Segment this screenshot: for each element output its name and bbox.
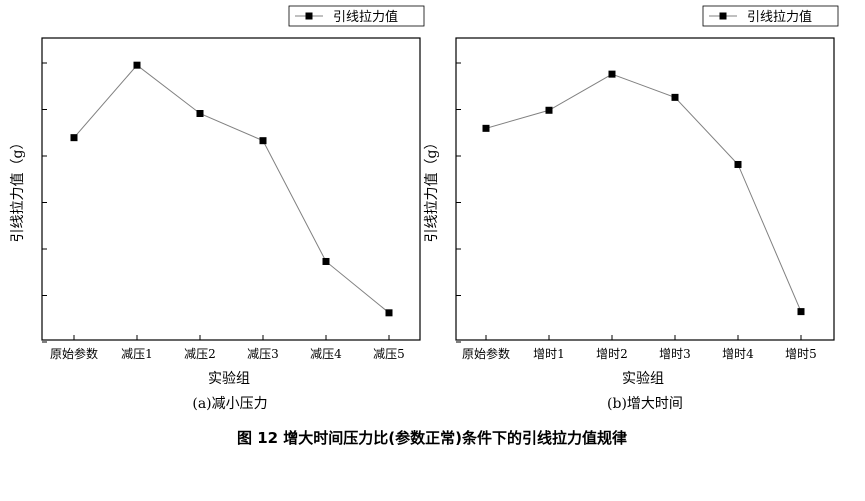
y-axis-label: 引线拉力值（g）	[10, 136, 26, 243]
legend-box	[702, 5, 839, 27]
legend-box	[288, 5, 425, 27]
y-axis-ticks	[42, 62, 47, 343]
series-line	[485, 73, 802, 312]
x-axis-label: 实验组	[622, 371, 664, 387]
plot-frame	[455, 37, 835, 341]
plot-frame	[41, 37, 421, 341]
x-tick-label: 减压2	[184, 347, 216, 361]
x-tick-label: 减压3	[247, 347, 279, 361]
data-point	[545, 106, 553, 114]
series-line	[73, 64, 390, 314]
data-point	[385, 309, 393, 317]
legend-marker	[719, 12, 727, 20]
x-tick-label: 减压5	[373, 347, 405, 361]
legend-label: 引线拉力值	[747, 9, 812, 25]
x-tick-label: 增时1	[533, 347, 565, 361]
x-tick-label: 增时3	[659, 347, 691, 361]
legend-marker	[305, 12, 313, 20]
x-axis-label: 实验组	[208, 371, 250, 387]
data-point	[133, 61, 141, 69]
chart-a: 原始参数 减压1 减压2 减压3 减压4 减压5 实验组 引线拉力值（g） (a)减小压力 引线拉…	[10, 5, 425, 412]
data-point	[70, 134, 78, 142]
chart-b: 原始参数 增时1 增时2 增时3 增时4 增时5 实验组 引线拉力值（g） (b)增大时间 引线拉…	[424, 5, 839, 412]
legend: 引线拉力值	[702, 5, 839, 27]
x-tick-label: 原始参数	[50, 346, 98, 361]
x-tick-label: 减压1	[121, 347, 153, 361]
legend-label: 引线拉力值	[333, 9, 398, 25]
data-point	[322, 257, 330, 265]
data-point	[671, 93, 679, 101]
x-tick-label: 原始参数	[462, 346, 510, 361]
figure-caption: 图 12 增大时间压力比(参数正常)条件下的引线拉力值规律	[237, 429, 627, 447]
data-point	[259, 137, 267, 145]
x-tick-label: 减压4	[310, 347, 342, 361]
data-point	[797, 308, 805, 316]
subcaption: (a)减小压力	[192, 396, 267, 412]
y-axis-ticks	[456, 62, 461, 343]
x-tick-label: 增时4	[722, 347, 754, 361]
legend: 引线拉力值	[288, 5, 425, 27]
y-axis-label: 引线拉力值（g）	[424, 136, 440, 243]
data-point	[482, 124, 490, 132]
data-point	[608, 70, 616, 78]
data-point	[734, 160, 742, 168]
x-tick-label: 增时2	[596, 347, 628, 361]
x-tick-label: 增时5	[785, 347, 817, 361]
subcaption: (b)增大时间	[607, 396, 683, 412]
data-point	[196, 110, 204, 117]
